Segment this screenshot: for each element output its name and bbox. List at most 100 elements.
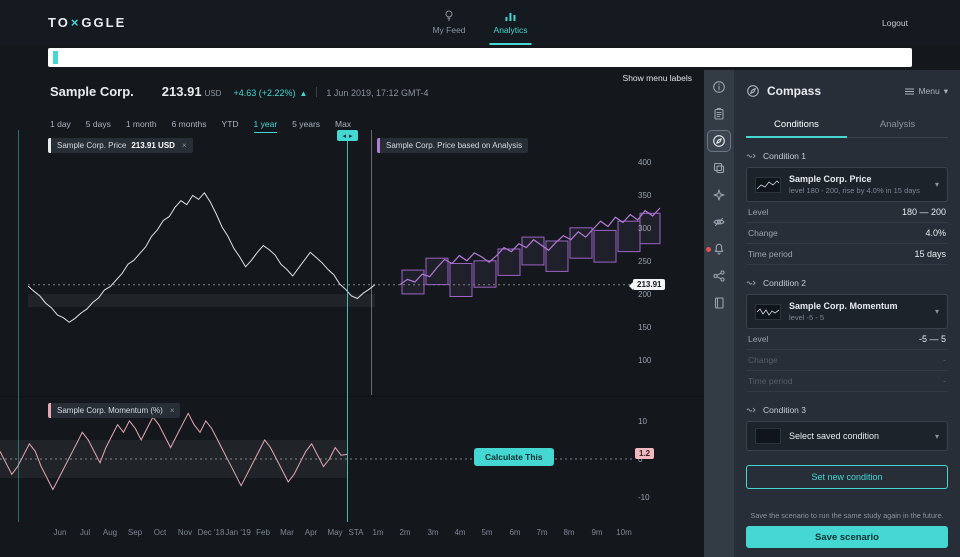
row-value: 4.0% bbox=[925, 228, 946, 238]
divider-handle[interactable]: ◂ ▸ bbox=[337, 130, 358, 141]
mini-chart-icon bbox=[756, 307, 780, 316]
condition-card[interactable]: Sample Corp. Price level 180 - 200, rise… bbox=[746, 167, 948, 202]
rail-item-notebook[interactable] bbox=[707, 292, 731, 314]
compass-panel: Compass Menu ▾ Conditions Analysis Condi… bbox=[734, 70, 960, 557]
range-6-months[interactable]: 6 months bbox=[171, 119, 207, 129]
range-1-year[interactable]: 1 year bbox=[253, 119, 278, 133]
hamburger-icon bbox=[905, 88, 915, 94]
panel-separator bbox=[0, 396, 704, 397]
clipboard-icon bbox=[714, 107, 724, 120]
chevron-down-icon: ▾ bbox=[943, 85, 948, 96]
squiggle-arrow-icon bbox=[746, 153, 756, 159]
condition-row-level: Level -5 — 5 bbox=[746, 329, 948, 350]
condition-header-label: Condition 3 bbox=[763, 405, 807, 415]
range-5-years[interactable]: 5 years bbox=[292, 119, 321, 129]
rail-item-share[interactable] bbox=[707, 265, 731, 287]
handle-left-icon: ◂ bbox=[342, 132, 346, 140]
sparkle-icon bbox=[713, 189, 725, 201]
chip-label: Sample Corp. Price based on Analysis bbox=[386, 141, 523, 150]
panel-footer: Save the scenario to run the same study … bbox=[746, 511, 948, 548]
search-input[interactable] bbox=[48, 48, 912, 67]
row-label: Time period bbox=[748, 249, 793, 259]
show-menu-labels-link[interactable]: Show menu labels bbox=[622, 73, 692, 83]
rail-item-clipboard[interactable] bbox=[707, 103, 731, 125]
x-axis-label: STA bbox=[348, 528, 364, 537]
x-axis-label: Oct bbox=[153, 528, 167, 537]
tab-conditions[interactable]: Conditions bbox=[746, 111, 847, 138]
logo-text: TO bbox=[48, 15, 70, 30]
price-axis-tick: 200 bbox=[638, 290, 652, 299]
condition-subtitle: level -5 - 5 bbox=[789, 313, 825, 322]
x-axis-label: 7m bbox=[536, 528, 548, 537]
momentum-series-chip[interactable]: Sample Corp. Momentum (%) × bbox=[48, 403, 181, 418]
tab-analytics[interactable]: Analytics bbox=[488, 0, 534, 45]
row-label: Level bbox=[748, 207, 769, 217]
menu-dropdown[interactable]: Menu ▾ bbox=[905, 86, 948, 97]
timestamp: 1 Jun 2019, 17:12 GMT-4 bbox=[326, 88, 429, 98]
tab-analysis[interactable]: Analysis bbox=[879, 119, 916, 130]
x-axis-label: 3m bbox=[427, 528, 439, 537]
close-icon[interactable]: × bbox=[169, 406, 175, 415]
condition-row-change: Change 4.0% bbox=[746, 223, 948, 244]
time-range-tabs: 1 day 5 days 1 month 6 months YTD 1 year… bbox=[50, 119, 351, 133]
x-axis-label: Jan '19 bbox=[225, 528, 251, 537]
range-start-line bbox=[18, 130, 19, 522]
x-axis-label: Apr bbox=[304, 528, 318, 537]
row-value: 180 — 200 bbox=[901, 207, 946, 217]
price-axis-tick: 300 bbox=[638, 224, 652, 233]
set-new-condition-button[interactable]: Set new condition bbox=[746, 465, 948, 489]
compass-icon bbox=[747, 85, 759, 97]
range-5-days[interactable]: 5 days bbox=[85, 119, 111, 129]
logo-text-2: GGLE bbox=[81, 15, 127, 30]
condition-header-label: Condition 1 bbox=[763, 151, 807, 161]
rail-item-compass[interactable] bbox=[707, 130, 731, 152]
range-1-day[interactable]: 1 day bbox=[50, 119, 71, 129]
info-icon bbox=[713, 81, 725, 93]
close-icon[interactable]: × bbox=[181, 141, 187, 150]
row-label: Time period bbox=[748, 376, 793, 386]
rail-item-sparkle[interactable] bbox=[707, 184, 731, 206]
saved-condition-select[interactable]: Select saved condition ▾ bbox=[746, 421, 948, 451]
price-axis-tick: 250 bbox=[638, 257, 652, 266]
price-axis-tick: 350 bbox=[638, 191, 652, 200]
condition-header-label: Condition 2 bbox=[763, 278, 807, 288]
stock-header: Sample Corp. 213.91 USD +4.63 (+2.22%) ▲… bbox=[50, 84, 429, 99]
price-series-chip[interactable]: Sample Corp. Price 213.91 USD × bbox=[48, 138, 193, 153]
chevron-down-icon: ▾ bbox=[934, 307, 939, 316]
condition-thumbnail bbox=[755, 303, 781, 320]
condition-row-time-period: Time period 15 days bbox=[746, 244, 948, 265]
bar-chart-icon bbox=[505, 12, 516, 21]
rail-item-bell[interactable] bbox=[706, 238, 731, 260]
range-ytd[interactable]: YTD bbox=[221, 119, 239, 129]
calculate-this-button[interactable]: Calculate This bbox=[474, 448, 554, 466]
rail-item-eye-off[interactable] bbox=[707, 211, 731, 233]
x-axis-label: May bbox=[327, 528, 343, 537]
tab-my-feed[interactable]: My Feed bbox=[426, 0, 471, 45]
top-nav: My Feed Analytics bbox=[426, 0, 533, 45]
range-max[interactable]: Max bbox=[335, 119, 352, 129]
chip-value: 213.91 USD bbox=[131, 141, 175, 150]
row-value: -5 — 5 bbox=[918, 334, 946, 344]
logout-link[interactable]: Logout bbox=[882, 17, 908, 28]
now-divider-line bbox=[347, 130, 348, 522]
x-axis-label: Mar bbox=[280, 528, 294, 537]
condition-card[interactable]: Sample Corp. Momentum level -5 - 5 ▾ bbox=[746, 294, 948, 329]
price-chart-svg bbox=[28, 191, 661, 323]
chart-area: Show menu labels Sample Corp. 213.91 USD… bbox=[0, 70, 704, 557]
range-1-month[interactable]: 1 month bbox=[125, 119, 157, 129]
analysis-series-chip[interactable]: Sample Corp. Price based on Analysis bbox=[377, 138, 529, 153]
save-scenario-button[interactable]: Save scenario bbox=[746, 526, 948, 548]
toggle-logo[interactable]: TO×GGLE bbox=[48, 15, 126, 30]
mini-chart-icon bbox=[756, 179, 780, 189]
x-axis-label: 6m bbox=[509, 528, 521, 537]
current-price: 213.91 bbox=[161, 84, 202, 99]
condition-texts: Sample Corp. Price level 180 - 200, rise… bbox=[789, 174, 920, 195]
chip-label: Sample Corp. Momentum (%) bbox=[57, 406, 163, 415]
rail-item-copy[interactable] bbox=[707, 157, 731, 179]
logo-x-icon: × bbox=[70, 15, 81, 30]
x-axis-label: Nov bbox=[177, 528, 193, 537]
rail-item-info[interactable] bbox=[707, 76, 731, 98]
condition-thumbnail bbox=[755, 428, 781, 444]
current-price-tag: 213.91 bbox=[628, 279, 666, 290]
squiggle-arrow-icon bbox=[746, 280, 756, 286]
